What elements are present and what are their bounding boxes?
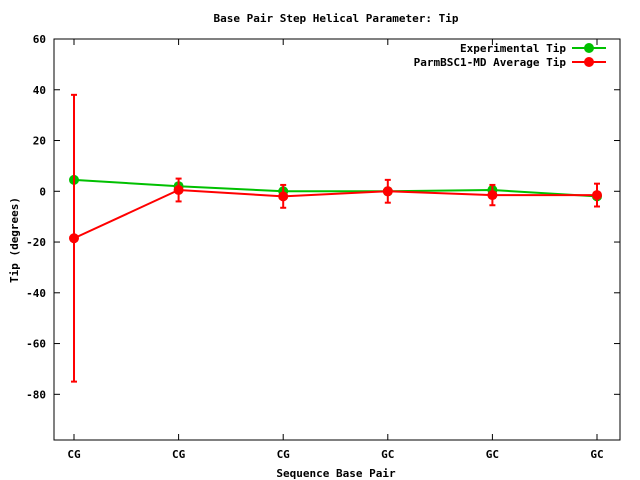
plot-frame [53, 38, 621, 441]
data-point [69, 233, 79, 244]
y-tick-label: -60 [26, 338, 46, 351]
chart-title: Base Pair Step Helical Parameter: Tip [213, 12, 458, 25]
x-tick-label: GC [486, 448, 499, 461]
data-point [382, 186, 393, 197]
data-point [592, 190, 602, 201]
legend-label: ParmBSC1-MD Average Tip [414, 56, 567, 69]
series-line [73, 178, 598, 198]
series-md-average [69, 93, 602, 383]
y-tick-label: -80 [26, 388, 46, 401]
y-axis-label: Tip (degrees) [8, 197, 21, 283]
x-tick-label: CG [67, 448, 81, 461]
legend-marker [584, 43, 594, 53]
x-tick-label: GC [590, 448, 603, 461]
series-layer [69, 93, 602, 383]
legend-marker [584, 57, 594, 67]
x-axis-label: Sequence Base Pair [276, 467, 396, 480]
x-tick-label: CG [277, 448, 291, 461]
series-experimental [69, 174, 602, 202]
data-point [173, 185, 184, 196]
x-tick-label: GC [381, 448, 394, 461]
y-tick-label: 60 [33, 33, 46, 46]
y-tick-label: 0 [39, 185, 46, 198]
y-tick-label: -20 [26, 236, 46, 249]
data-point [487, 190, 498, 201]
y-tick-label: -40 [26, 287, 46, 300]
y-tick-label: 40 [33, 84, 46, 97]
legend-label: Experimental Tip [460, 42, 566, 55]
y-axis: 60 40 20 0 -20 -40 -60 -80 [26, 33, 620, 401]
x-axis: CG CG CG GC GC GC [67, 39, 604, 461]
y-tick-label: 20 [33, 135, 46, 148]
data-point [278, 191, 289, 202]
x-tick-label: CG [172, 448, 186, 461]
series-line [73, 188, 597, 240]
